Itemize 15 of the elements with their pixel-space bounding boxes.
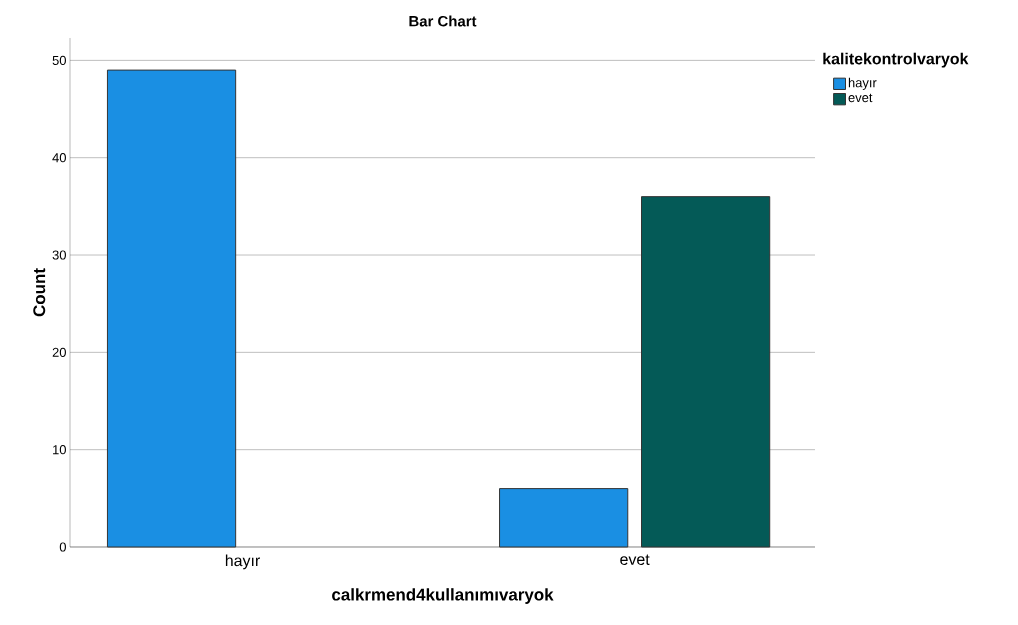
y-tick-label: 20 bbox=[52, 347, 66, 357]
y-tick-label: 50 bbox=[52, 55, 66, 65]
legend-title: kalitekontrolvaryok bbox=[823, 52, 969, 68]
y-tick-label: 10 bbox=[53, 445, 66, 455]
chart-title: Bar Chart bbox=[409, 15, 477, 27]
y-axis-title: Count bbox=[33, 268, 46, 317]
bar bbox=[106, 69, 237, 548]
bar bbox=[641, 196, 771, 548]
bar bbox=[499, 488, 629, 548]
legend-label: evet bbox=[848, 93, 873, 103]
y-tick-label: 40 bbox=[52, 153, 66, 163]
x-axis-title: calkrmend4kullanımıvaryok bbox=[332, 588, 554, 604]
y-tick-label: 0 bbox=[59, 542, 66, 552]
legend-label: hayır bbox=[848, 77, 877, 90]
y-tick-label: 30 bbox=[52, 250, 66, 260]
